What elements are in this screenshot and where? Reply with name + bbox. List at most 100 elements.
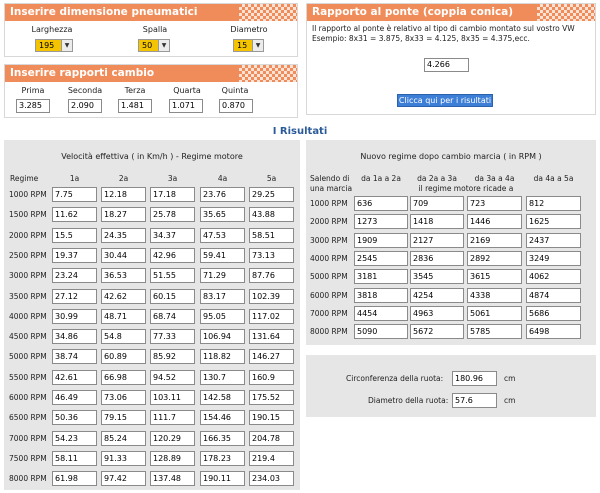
shift-cell[interactable]: 2169 bbox=[467, 232, 522, 248]
speed-cell[interactable]: 42.61 bbox=[52, 369, 97, 385]
speed-cell[interactable]: 94.52 bbox=[150, 369, 195, 385]
speed-cell[interactable]: 11.62 bbox=[52, 207, 97, 223]
chevron-down-icon[interactable]: ▼ bbox=[158, 40, 169, 51]
shift-cell[interactable]: 3545 bbox=[410, 269, 464, 285]
speed-cell[interactable]: 142.58 bbox=[200, 390, 245, 405]
speed-cell[interactable]: 42.62 bbox=[101, 288, 146, 304]
speed-cell[interactable]: 30.99 bbox=[52, 308, 97, 324]
speed-cell[interactable]: 190.15 bbox=[249, 410, 294, 426]
shift-cell[interactable]: 2545 bbox=[354, 250, 408, 266]
speed-cell[interactable]: 30.44 bbox=[101, 247, 146, 263]
shift-cell[interactable]: 5686 bbox=[526, 305, 581, 321]
shift-cell[interactable]: 5061 bbox=[467, 305, 522, 321]
speed-cell[interactable]: 23.76 bbox=[200, 187, 245, 202]
speed-cell[interactable]: 47.53 bbox=[200, 227, 245, 243]
speed-cell[interactable]: 77.33 bbox=[150, 329, 195, 345]
speed-cell[interactable]: 25.78 bbox=[150, 207, 195, 223]
shift-cell[interactable]: 6498 bbox=[526, 324, 581, 340]
shift-cell[interactable]: 1273 bbox=[354, 214, 408, 230]
speed-cell[interactable]: 79.15 bbox=[101, 410, 146, 426]
gear-2-input[interactable]: 2.090 bbox=[68, 99, 102, 113]
results-button[interactable]: Clicca qui per i risultati bbox=[397, 94, 493, 107]
speed-cell[interactable]: 7.75 bbox=[52, 187, 97, 202]
speed-cell[interactable]: 24.35 bbox=[101, 227, 146, 243]
gear-4-input[interactable]: 1.071 bbox=[169, 99, 203, 113]
sidewall-select[interactable]: 50 ▼ bbox=[138, 39, 170, 52]
speed-cell[interactable]: 50.36 bbox=[52, 410, 97, 426]
speed-cell[interactable]: 34.86 bbox=[52, 329, 97, 345]
speed-cell[interactable]: 128.89 bbox=[150, 450, 195, 466]
shift-cell[interactable]: 5672 bbox=[410, 324, 464, 340]
speed-cell[interactable]: 106.94 bbox=[200, 329, 245, 345]
speed-cell[interactable]: 178.23 bbox=[200, 450, 245, 466]
shift-cell[interactable]: 5785 bbox=[467, 324, 522, 340]
shift-cell[interactable]: 3615 bbox=[467, 269, 522, 285]
shift-cell[interactable]: 4874 bbox=[526, 287, 581, 303]
gear-3-input[interactable]: 1.481 bbox=[118, 99, 152, 113]
shift-cell[interactable]: 4454 bbox=[354, 305, 408, 321]
speed-cell[interactable]: 175.52 bbox=[249, 390, 294, 405]
speed-cell[interactable]: 54.8 bbox=[101, 329, 146, 345]
speed-cell[interactable]: 71.29 bbox=[200, 268, 245, 284]
speed-cell[interactable]: 36.53 bbox=[101, 268, 146, 284]
gear-1-input[interactable]: 3.285 bbox=[16, 99, 50, 113]
speed-cell[interactable]: 85.24 bbox=[101, 430, 146, 446]
shift-cell[interactable]: 709 bbox=[410, 196, 464, 211]
speed-cell[interactable]: 73.06 bbox=[101, 390, 146, 405]
speed-cell[interactable]: 95.05 bbox=[200, 308, 245, 324]
speed-cell[interactable]: 83.17 bbox=[200, 288, 245, 304]
shift-cell[interactable]: 4062 bbox=[526, 269, 581, 285]
shift-cell[interactable]: 3181 bbox=[354, 269, 408, 285]
shift-cell[interactable]: 5090 bbox=[354, 324, 408, 340]
speed-cell[interactable]: 38.74 bbox=[52, 349, 97, 365]
shift-cell[interactable]: 812 bbox=[526, 196, 581, 211]
shift-cell[interactable]: 3818 bbox=[354, 287, 408, 303]
speed-cell[interactable]: 154.46 bbox=[200, 410, 245, 426]
diameter-select[interactable]: 15 ▼ bbox=[233, 39, 264, 52]
circumference-input[interactable]: 180.96 bbox=[452, 371, 497, 386]
shift-cell[interactable]: 4338 bbox=[467, 287, 522, 303]
speed-cell[interactable]: 137.48 bbox=[150, 471, 195, 487]
speed-cell[interactable]: 61.98 bbox=[52, 471, 97, 487]
speed-cell[interactable]: 46.49 bbox=[52, 390, 97, 405]
speed-cell[interactable]: 15.5 bbox=[52, 227, 97, 243]
speed-cell[interactable]: 146.27 bbox=[249, 349, 294, 365]
shift-cell[interactable]: 2836 bbox=[410, 250, 464, 266]
shift-cell[interactable]: 1446 bbox=[467, 214, 522, 230]
speed-cell[interactable]: 60.15 bbox=[150, 288, 195, 304]
shift-cell[interactable]: 2892 bbox=[467, 250, 522, 266]
shift-cell[interactable]: 2437 bbox=[526, 232, 581, 248]
speed-cell[interactable]: 35.65 bbox=[200, 207, 245, 223]
speed-cell[interactable]: 23.24 bbox=[52, 268, 97, 284]
diameter-wheel-input[interactable]: 57.6 bbox=[452, 393, 497, 408]
speed-cell[interactable]: 219.4 bbox=[249, 450, 294, 466]
shift-cell[interactable]: 1418 bbox=[410, 214, 464, 230]
shift-cell[interactable]: 636 bbox=[354, 196, 408, 211]
speed-cell[interactable]: 58.11 bbox=[52, 450, 97, 466]
shift-cell[interactable]: 4254 bbox=[410, 287, 464, 303]
speed-cell[interactable]: 43.88 bbox=[249, 207, 294, 223]
speed-cell[interactable]: 19.37 bbox=[52, 247, 97, 263]
speed-cell[interactable]: 27.12 bbox=[52, 288, 97, 304]
chevron-down-icon[interactable]: ▼ bbox=[61, 40, 72, 51]
speed-cell[interactable]: 17.18 bbox=[150, 187, 195, 202]
speed-cell[interactable]: 66.98 bbox=[101, 369, 146, 385]
shift-cell[interactable]: 2127 bbox=[410, 232, 464, 248]
speed-cell[interactable]: 58.51 bbox=[249, 227, 294, 243]
speed-cell[interactable]: 12.18 bbox=[101, 187, 146, 202]
speed-cell[interactable]: 42.96 bbox=[150, 247, 195, 263]
speed-cell[interactable]: 29.25 bbox=[249, 187, 294, 202]
speed-cell[interactable]: 54.23 bbox=[52, 430, 97, 446]
speed-cell[interactable]: 34.37 bbox=[150, 227, 195, 243]
speed-cell[interactable]: 18.27 bbox=[101, 207, 146, 223]
speed-cell[interactable]: 59.41 bbox=[200, 247, 245, 263]
gear-5-input[interactable]: 0.870 bbox=[219, 99, 253, 113]
speed-cell[interactable]: 160.9 bbox=[249, 369, 294, 385]
chevron-down-icon[interactable]: ▼ bbox=[252, 40, 263, 51]
speed-cell[interactable]: 51.55 bbox=[150, 268, 195, 284]
shift-cell[interactable]: 3249 bbox=[526, 250, 581, 266]
speed-cell[interactable]: 111.7 bbox=[150, 410, 195, 426]
speed-cell[interactable]: 234.03 bbox=[249, 471, 294, 487]
speed-cell[interactable]: 103.11 bbox=[150, 390, 195, 405]
shift-cell[interactable]: 4963 bbox=[410, 305, 464, 321]
